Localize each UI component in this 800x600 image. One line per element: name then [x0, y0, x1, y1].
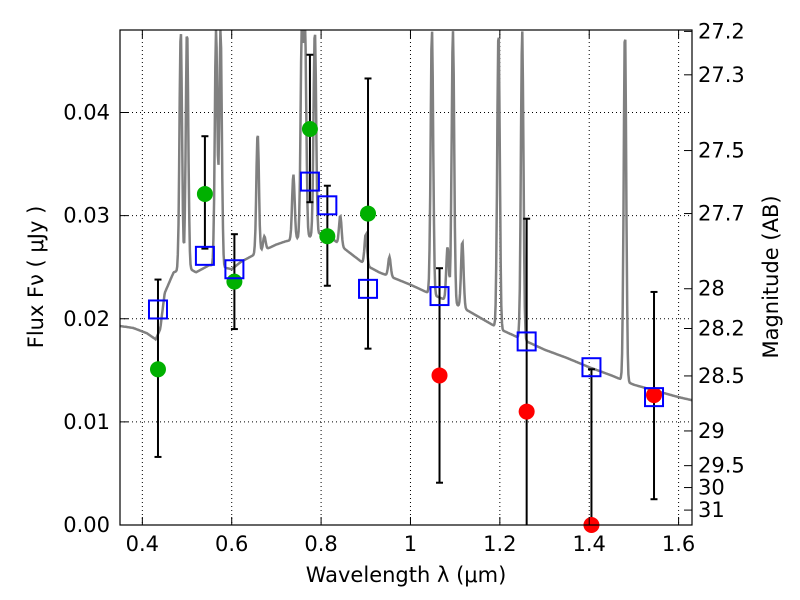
- mag-tick-label: 28.5: [698, 364, 745, 388]
- model-photometry-marker: [581, 357, 602, 378]
- model-photometry-marker: [194, 245, 215, 266]
- model-photometry-marker: [429, 286, 450, 307]
- y-axis-title: Flux Fν ( μJy ): [24, 206, 48, 349]
- detection-marker: [301, 121, 318, 137]
- x-tick-label: 0.8: [304, 532, 337, 556]
- y-tick-label: 0.02: [63, 307, 110, 331]
- mag-tick-label: 27.5: [698, 139, 745, 163]
- x-tick-label: 1.4: [573, 532, 606, 556]
- detection-marker: [226, 273, 243, 290]
- x-axis-title: Wavelength λ (μm): [306, 563, 507, 587]
- mag-tick-label: 27.7: [698, 202, 745, 226]
- mag-tick-label: 30: [698, 476, 725, 500]
- plot-frame: [119, 29, 693, 526]
- model-photometry-marker: [317, 195, 338, 216]
- x-tick-label: 1: [404, 532, 417, 556]
- y-tick-label: 0.03: [63, 204, 110, 228]
- nondetection-marker: [646, 387, 663, 404]
- model-photometry-marker: [516, 331, 537, 352]
- mag-tick-label: 29: [698, 419, 725, 443]
- y-tick-label: 0.04: [63, 101, 110, 125]
- mag-tick-label: 28.2: [698, 316, 745, 340]
- mag-tick-label: 29.5: [698, 454, 745, 478]
- x-tick-label: 0.6: [215, 532, 248, 556]
- model-spectrum-layer: [120, 30, 692, 402]
- model-photometry-marker: [224, 259, 245, 280]
- detection-marker: [319, 228, 336, 245]
- mag-tick-label: 28: [698, 277, 725, 301]
- y2-axis-title: Magnitude (AB): [759, 195, 783, 358]
- model-photometry-marker: [358, 278, 379, 299]
- model-photometry-marker: [644, 387, 665, 408]
- nondetection-marker: [518, 403, 535, 420]
- x-tick-label: 0.4: [126, 532, 159, 556]
- x-tick-label: 1.6: [662, 532, 695, 556]
- ticks: [120, 30, 692, 526]
- detection-marker: [149, 361, 166, 378]
- tick-labels: 0.4 0.6 0.8 1 1.2 1.4 1.6 0.00 0.01 0.02 0.03 0.04 2…: [63, 19, 745, 556]
- mag-tick-label: 31: [698, 498, 725, 522]
- detection-marker: [360, 205, 377, 222]
- mag-tick-label: 27.3: [698, 63, 745, 87]
- model-spectrum-line: [120, 30, 692, 402]
- model-photometry-marker: [299, 171, 320, 192]
- detection-marker: [196, 185, 213, 202]
- y-tick-label: 0.01: [63, 410, 110, 434]
- mag-tick-label: 27.2: [698, 19, 745, 43]
- model-photometry-marker: [147, 299, 168, 320]
- y-tick-label: 0.00: [63, 513, 110, 537]
- x-tick-label: 1.2: [483, 532, 516, 556]
- nondetection-marker: [431, 367, 448, 384]
